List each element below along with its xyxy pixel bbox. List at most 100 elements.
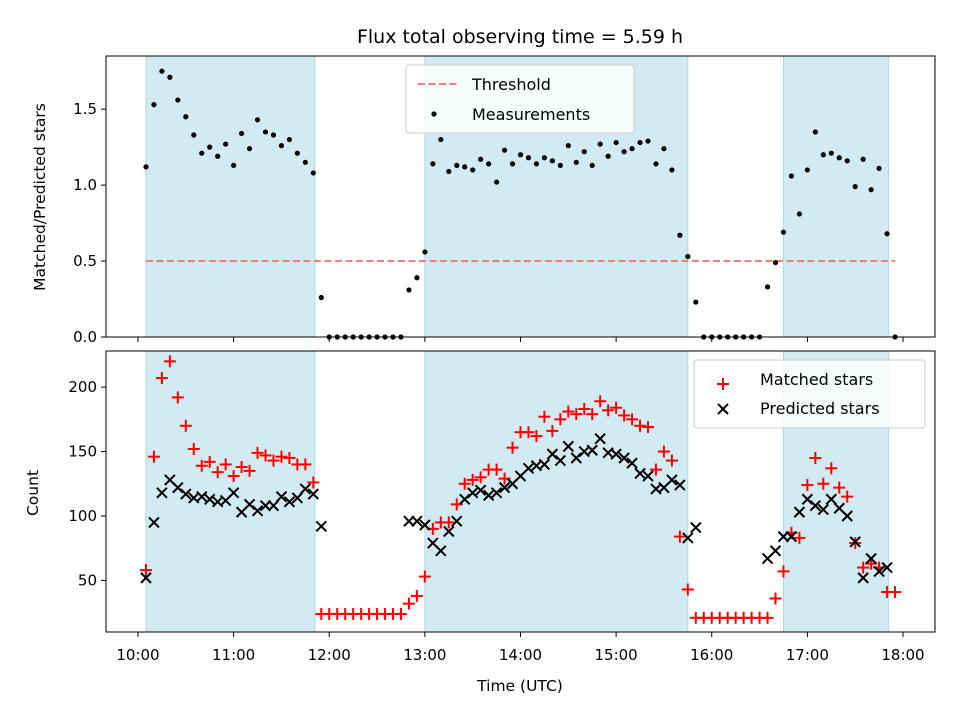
predicted-stars-point	[538, 458, 551, 471]
x-tick-label: 12:00	[308, 646, 351, 664]
predicted-stars-point	[626, 457, 638, 469]
measurements-point	[557, 162, 563, 168]
predicted-stars-point	[451, 515, 463, 527]
predicted-stars-point	[490, 487, 503, 499]
matched-stars-point	[299, 458, 312, 471]
matched-stars-point	[195, 459, 208, 472]
bottom-y-tick-label: 100	[68, 507, 97, 525]
matched-stars-point	[562, 405, 575, 418]
matched-stars-point	[586, 408, 599, 421]
matched-stars-point	[649, 463, 662, 476]
legend-predicted-label: Predicted stars	[760, 399, 880, 418]
matched-stars-point	[506, 441, 519, 454]
predicted-stars-point	[251, 505, 264, 517]
measurements-point	[804, 167, 810, 173]
measurements-point	[151, 102, 157, 108]
top-y-tick-label: 0.5	[73, 252, 97, 270]
legend-threshold-label: Threshold	[471, 75, 551, 94]
measurements-point	[302, 159, 308, 165]
measurements-point	[820, 152, 826, 158]
measurements-point	[868, 187, 874, 193]
matched-stars-point	[554, 413, 567, 426]
measurements-point	[772, 259, 779, 266]
matched-stars-point	[546, 424, 559, 437]
matched-stars-point	[570, 408, 583, 421]
predicted-stars-point	[522, 462, 535, 475]
matched-stars-point	[833, 481, 846, 494]
matched-stars-point	[610, 401, 623, 414]
measurements-point	[183, 114, 189, 120]
matched-stars-point	[458, 477, 471, 490]
measurements-point	[199, 150, 205, 156]
measurements-point	[462, 164, 468, 170]
matched-stars-point	[394, 607, 407, 620]
measurements-point	[318, 294, 324, 301]
measurements-point	[207, 144, 213, 150]
matched-stars-point	[642, 421, 654, 434]
matched-stars-point	[825, 462, 838, 475]
measurements-point	[613, 139, 619, 146]
measurements-point	[517, 152, 524, 158]
measurements-point	[246, 146, 253, 152]
predicted-stars-point	[419, 519, 431, 531]
predicted-stars-point	[793, 506, 806, 518]
measurements-point	[414, 275, 420, 281]
predicted-stars-point	[307, 488, 320, 500]
measurements-point	[478, 156, 484, 162]
measurements-point	[764, 284, 771, 290]
predicted-stars-point	[666, 474, 678, 486]
bottom-observing-interval-2	[424, 350, 689, 633]
matched-stars-point	[402, 597, 415, 610]
matched-stars-point	[219, 458, 232, 471]
matched-stars-point	[155, 372, 168, 385]
predicted-stars-point	[881, 561, 893, 574]
measurements-point	[780, 229, 787, 235]
predicted-stars-point	[204, 493, 216, 505]
predicted-stars-point	[682, 532, 694, 544]
measurements-point	[876, 165, 882, 171]
measurements-point	[501, 147, 508, 153]
bottom-panel: 50 100 150 200 10:00 11:00 12:00 13:00 14:00 15:…	[24, 350, 936, 695]
measurements-point	[581, 149, 587, 155]
matched-stars-point	[594, 395, 607, 408]
measurements-point	[844, 158, 850, 164]
predicted-stars-point	[690, 521, 702, 534]
matched-stars-point	[243, 464, 256, 477]
predicted-stars-point	[267, 499, 280, 512]
predicted-stars-point	[873, 565, 885, 578]
chart-title: Flux total observing time = 5.59 h	[357, 26, 683, 48]
measurements-point	[278, 143, 285, 149]
x-tick-label: 17:00	[786, 646, 829, 664]
matched-stars-point	[259, 449, 272, 462]
matched-stars-point	[681, 583, 694, 596]
predicted-stars-point	[411, 515, 423, 527]
predicted-stars-point	[674, 479, 686, 491]
measurements-point	[637, 139, 643, 146]
measurements-point	[812, 129, 818, 135]
matched-stars-point	[211, 466, 224, 479]
matched-stars-point	[665, 454, 678, 467]
matched-stars-point	[817, 477, 830, 490]
predicted-stars-point	[156, 487, 168, 499]
measurements-point	[438, 136, 444, 143]
predicted-stars-point	[196, 490, 208, 503]
measurements-point	[262, 129, 269, 135]
matched-stars-point	[171, 391, 184, 404]
matched-stars-point	[530, 430, 543, 443]
matched-stars-point	[410, 589, 423, 602]
measurements-point	[446, 168, 452, 175]
legend-measurements-swatch	[431, 111, 437, 117]
top-observing-interval-3	[782, 55, 890, 338]
bottom-y-tick-label: 50	[78, 571, 97, 589]
measurements-point	[860, 156, 866, 162]
measurements-point	[191, 132, 197, 138]
x-tick-label: 13:00	[403, 646, 446, 664]
predicted-stars-point	[299, 483, 312, 495]
measurements-point	[238, 130, 245, 137]
matched-stars-point	[801, 479, 814, 492]
measurements-point	[533, 161, 540, 167]
predicted-stars-point	[801, 493, 814, 505]
predicted-stars-point	[482, 489, 495, 502]
measurements-point	[541, 155, 548, 161]
